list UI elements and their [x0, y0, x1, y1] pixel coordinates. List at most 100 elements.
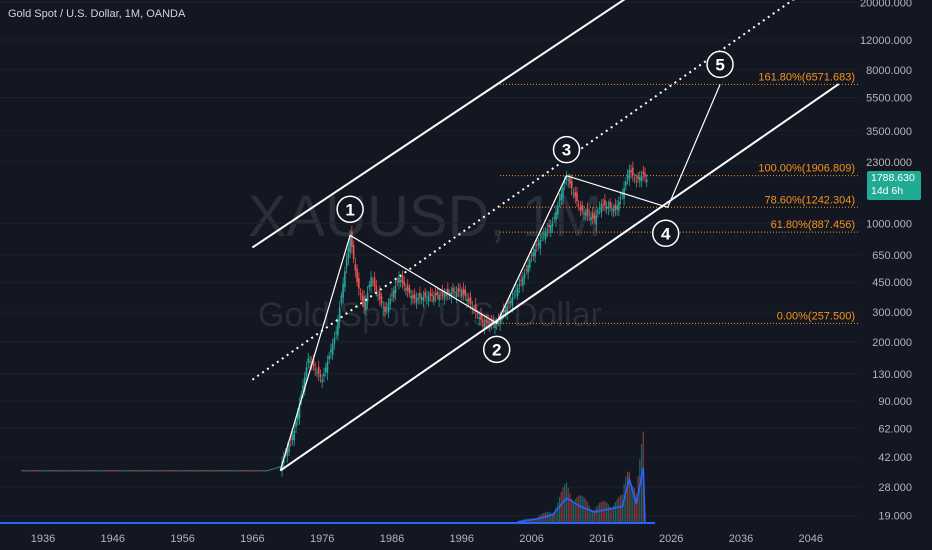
candle-body — [434, 293, 437, 296]
x-axis[interactable]: 1936 1946 1956 1966 1976 1986 1996 2006 2016 2026… — [31, 533, 823, 545]
y-tick-label: 130.000 — [872, 369, 912, 381]
candle-body — [569, 177, 571, 185]
candle-body — [276, 467, 278, 469]
volume-bar — [541, 513, 543, 523]
volume-bar — [576, 496, 578, 523]
candle-body — [612, 209, 615, 213]
candle-body — [387, 303, 390, 313]
y-tick-label: 300.000 — [872, 307, 912, 319]
candle-body — [529, 259, 531, 268]
candle-body — [426, 296, 428, 298]
candle-body — [438, 294, 440, 301]
candle-body — [148, 470, 151, 472]
candle-body — [483, 322, 486, 328]
candle-body — [323, 373, 325, 376]
candle-body — [410, 295, 412, 299]
candle-body — [206, 470, 208, 472]
candle-body — [595, 215, 597, 225]
candle-body — [424, 292, 426, 297]
candle-body — [78, 470, 81, 472]
volume-bar — [592, 511, 594, 523]
candle-body — [562, 187, 564, 199]
channel-lines[interactable] — [251, 0, 840, 472]
channel-lower-line — [279, 83, 840, 472]
candle-body — [586, 208, 589, 215]
candle-body — [132, 470, 135, 472]
candle-body — [422, 297, 425, 301]
candle-body — [447, 288, 449, 294]
y-tick-label: 19.000 — [878, 511, 912, 523]
candle-body — [122, 470, 125, 472]
volume-bar — [588, 505, 590, 523]
candle-body — [373, 277, 376, 287]
candle-body — [412, 295, 414, 299]
fib-level-label: 100.00%(1906.809) — [758, 163, 855, 175]
candle-body — [328, 355, 330, 360]
wave-label-4: 4 — [651, 219, 680, 248]
candle-body — [556, 205, 559, 215]
candle-body — [338, 307, 341, 322]
candle-body — [227, 470, 229, 472]
volume-bar — [531, 518, 533, 523]
candle-body — [337, 319, 339, 336]
candle-body — [544, 231, 547, 240]
wave-label-circle — [706, 50, 734, 79]
candle-body — [43, 470, 46, 472]
candle-body — [134, 470, 137, 472]
candle-body — [368, 284, 371, 288]
candle-body — [296, 412, 299, 421]
y-axis[interactable]: 20000.000 12000.000 8000.000 5500.000 3500.0… — [860, 0, 912, 523]
y-tick-label: 28.000 — [878, 482, 912, 494]
wave-path[interactable] — [279, 84, 721, 471]
candle-body — [433, 295, 435, 302]
volume-bar — [628, 471, 630, 523]
candle-body — [642, 171, 645, 175]
candle-body — [403, 281, 406, 286]
candle-body — [513, 294, 515, 295]
candle-body — [618, 201, 620, 211]
candle-body — [42, 470, 44, 472]
candle-body — [38, 470, 41, 472]
symbol-name: Gold Spot / U.S. Dollar — [8, 8, 119, 20]
candle-body — [317, 366, 320, 375]
wave-labels: 1 2 3 4 5 — [336, 50, 734, 364]
candle-body — [572, 192, 575, 194]
candle-body — [57, 470, 60, 472]
candle-body — [340, 295, 343, 303]
volume-bar — [564, 484, 566, 523]
candle-body — [384, 306, 386, 313]
grid — [0, 1, 860, 517]
y-tick-label: 42.000 — [878, 452, 912, 464]
wave-label-text: 4 — [661, 224, 671, 243]
candle-body — [113, 470, 116, 472]
candle-body — [344, 271, 346, 288]
candle-body — [499, 317, 501, 324]
candle-body — [249, 470, 252, 472]
candle-body — [616, 205, 618, 210]
volume-bar — [532, 519, 534, 523]
candle-body — [389, 299, 392, 305]
candle-body — [127, 470, 130, 472]
candle-body — [481, 319, 484, 323]
candle-body — [440, 294, 442, 296]
candle-body — [223, 470, 226, 472]
candle-body — [457, 288, 460, 292]
candle-body — [378, 291, 381, 300]
x-tick-label: 1986 — [380, 533, 404, 545]
exchange-label: OANDA — [146, 8, 186, 20]
candle-body — [129, 470, 132, 472]
candle-body — [228, 470, 231, 472]
candle-body — [363, 296, 365, 308]
candle-body — [73, 470, 76, 472]
candle-body — [549, 225, 552, 232]
symbol-header[interactable]: Gold Spot / U.S. Dollar, 1M, OANDA — [8, 8, 186, 20]
candle-body — [49, 470, 51, 472]
x-tick-label: 2006 — [519, 533, 543, 545]
candle-body — [516, 287, 519, 297]
candle-body — [260, 470, 262, 472]
candle-body — [539, 240, 542, 249]
volume-bar — [546, 511, 548, 523]
candle-body — [385, 307, 388, 309]
